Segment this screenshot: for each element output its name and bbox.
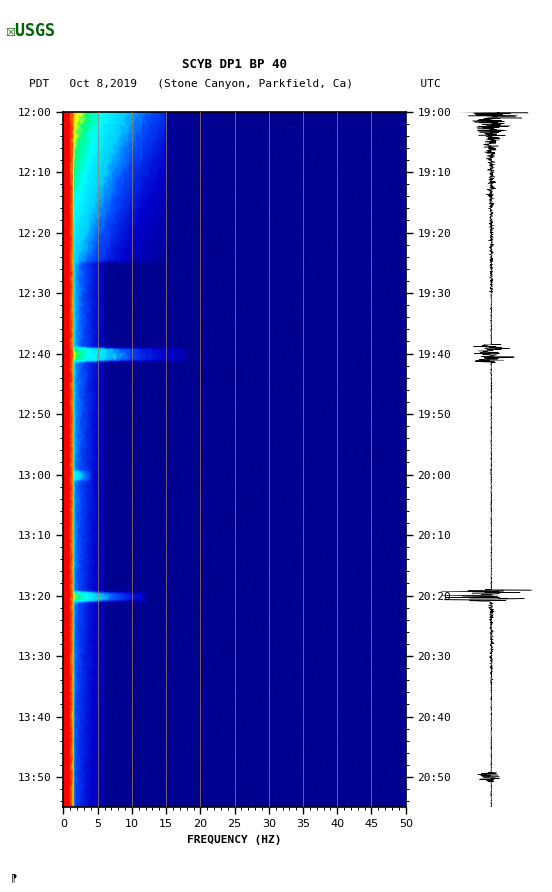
X-axis label: FREQUENCY (HZ): FREQUENCY (HZ) — [187, 835, 282, 845]
Text: ☒USGS: ☒USGS — [6, 22, 56, 40]
Text: SCYB DP1 BP 40: SCYB DP1 BP 40 — [182, 58, 287, 71]
Text: PDT   Oct 8,2019   (Stone Canyon, Parkfield, Ca)          UTC: PDT Oct 8,2019 (Stone Canyon, Parkfield,… — [29, 79, 440, 89]
Text: ⁋: ⁋ — [11, 873, 17, 883]
